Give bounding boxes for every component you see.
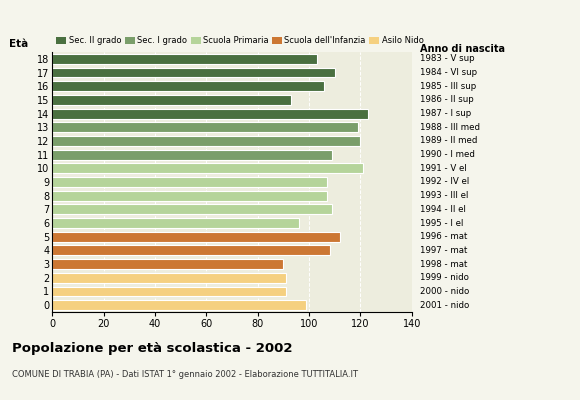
Bar (52, 150, 332, 160)
Text: 1998 - mat: 1998 - mat (420, 260, 468, 269)
Bar (52, 273, 286, 283)
Text: 1990 - I med: 1990 - I med (420, 150, 476, 159)
Text: 1999 - nido: 1999 - nido (420, 273, 469, 282)
Text: 1992 - IV el: 1992 - IV el (420, 178, 470, 186)
Bar (52, 300, 306, 310)
Text: 1984 - VI sup: 1984 - VI sup (420, 68, 477, 77)
Bar (52, 204, 332, 214)
Text: Anno di nascita: Anno di nascita (420, 44, 506, 54)
Bar (52, 109, 368, 118)
Bar (52, 259, 284, 269)
Text: 2000 - nido: 2000 - nido (420, 287, 470, 296)
Bar (52, 286, 286, 296)
Text: Età: Età (9, 39, 28, 49)
Text: 1989 - II med: 1989 - II med (420, 136, 478, 146)
Text: 1995 - I el: 1995 - I el (420, 218, 464, 228)
Bar (52, 54, 317, 64)
Text: 1993 - III el: 1993 - III el (420, 191, 469, 200)
Text: COMUNE DI TRABIA (PA) - Dati ISTAT 1° gennaio 2002 - Elaborazione TUTTITALIA.IT: COMUNE DI TRABIA (PA) - Dati ISTAT 1° ge… (12, 370, 358, 379)
Text: 1988 - III med: 1988 - III med (420, 123, 480, 132)
Text: 1985 - III sup: 1985 - III sup (420, 82, 477, 91)
Text: 2001 - nido: 2001 - nido (420, 301, 470, 310)
Text: Popolazione per età scolastica - 2002: Popolazione per età scolastica - 2002 (12, 342, 292, 355)
Bar (52, 136, 360, 146)
Bar (52, 246, 329, 255)
Bar (52, 81, 324, 91)
Bar (52, 191, 327, 201)
Text: 1987 - I sup: 1987 - I sup (420, 109, 472, 118)
Text: 1997 - mat: 1997 - mat (420, 246, 468, 255)
Bar (52, 218, 299, 228)
Bar (52, 163, 363, 173)
Text: 1983 - V sup: 1983 - V sup (420, 54, 475, 63)
Text: 1996 - mat: 1996 - mat (420, 232, 468, 241)
Bar (52, 68, 335, 78)
Text: 1986 - II sup: 1986 - II sup (420, 95, 474, 104)
Text: 1991 - V el: 1991 - V el (420, 164, 467, 173)
Text: 1994 - II el: 1994 - II el (420, 205, 466, 214)
Bar (52, 177, 327, 187)
Bar (52, 95, 291, 105)
Legend: Sec. II grado, Sec. I grado, Scuola Primaria, Scuola dell'Infanzia, Asilo Nido: Sec. II grado, Sec. I grado, Scuola Prim… (56, 36, 423, 45)
Bar (52, 232, 340, 242)
Bar (52, 122, 358, 132)
